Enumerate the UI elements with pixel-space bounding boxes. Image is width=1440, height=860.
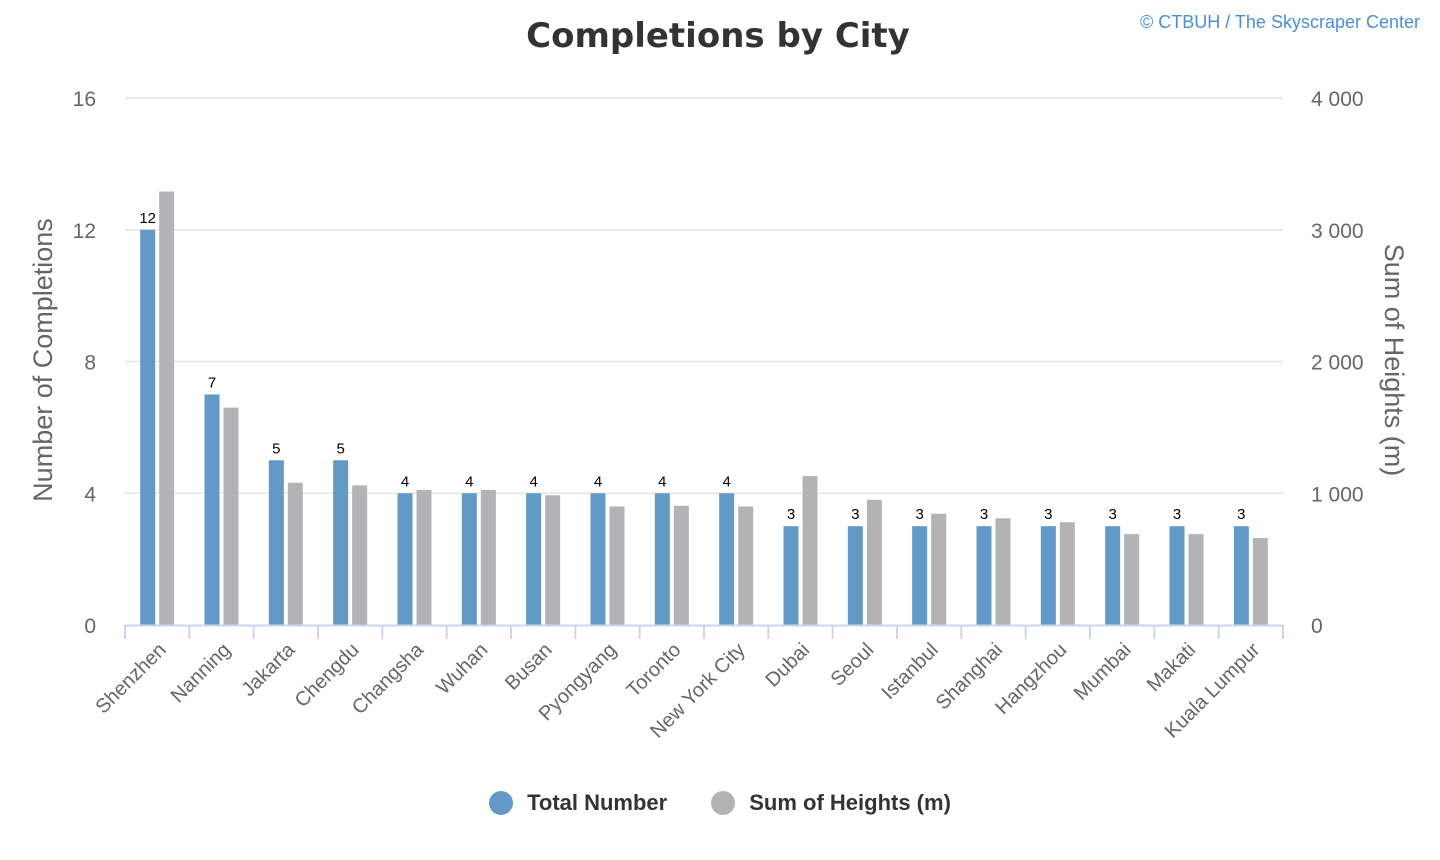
bars <box>140 191 1268 626</box>
bar-sum-of-heights <box>866 499 882 625</box>
bar-total-number <box>268 460 284 625</box>
y-axis-right-title: Sum of Heights (m) <box>1379 244 1409 477</box>
data-label-total: 3 <box>787 506 795 523</box>
x-axis-label: Busan <box>501 639 557 695</box>
data-label-total: 5 <box>336 440 344 457</box>
chart-title: Completions by City <box>526 16 910 56</box>
bar-total-number <box>590 493 606 625</box>
y-left-tick-label: 16 <box>73 88 96 111</box>
x-axis-label: Wuhan <box>432 639 492 699</box>
data-label-total: 3 <box>851 506 859 523</box>
data-label-total: 7 <box>208 374 216 391</box>
y-left-tick-label: 12 <box>73 220 96 243</box>
bar-sum-of-heights <box>480 489 496 625</box>
bar-sum-of-heights <box>995 518 1011 625</box>
y-axis-left-title: Number of Completions <box>28 218 58 502</box>
bar-sum-of-heights <box>738 506 754 625</box>
bar-sum-of-heights <box>287 482 303 625</box>
legend-marker-total <box>489 791 514 815</box>
y-right-tick-label: 3 000 <box>1311 220 1364 243</box>
bar-total-number <box>204 394 220 625</box>
data-label-total: 4 <box>401 473 409 490</box>
legend-label-heights: Sum of Heights (m) <box>749 790 951 815</box>
bar-total-number <box>333 460 349 625</box>
y-right-tick-label: 0 <box>1311 615 1323 638</box>
y-left-tick-label: 8 <box>84 352 96 375</box>
gridlines <box>125 97 1283 494</box>
bar-sum-of-heights <box>1124 534 1140 625</box>
bar-sum-of-heights <box>1252 538 1268 625</box>
bar-total-number <box>1040 526 1056 625</box>
bar-total-number <box>526 493 542 625</box>
x-axis-label: Seoul <box>827 639 879 691</box>
data-label-total: 3 <box>980 506 988 523</box>
bar-total-number <box>397 493 413 625</box>
x-axis-label: Mumbai <box>1070 639 1136 705</box>
data-labels: 12 7 5 5 4 4 4 4 4 4 3 3 3 3 3 3 3 3 <box>139 210 1245 523</box>
bar-sum-of-heights <box>1188 534 1204 625</box>
data-label-total: 4 <box>594 473 602 490</box>
data-label-total: 12 <box>139 210 156 227</box>
bar-total-number <box>1169 526 1185 625</box>
data-label-total: 3 <box>1173 506 1181 523</box>
x-axis-label: Istanbul <box>878 639 943 704</box>
legend-label-total: Total Number <box>527 790 668 815</box>
bar-sum-of-heights <box>802 476 818 625</box>
y-right-tick-label: 4 000 <box>1311 88 1364 111</box>
right-axis: 0 1 000 2 000 3 000 4 000 <box>1311 88 1364 638</box>
bar-total-number <box>847 526 863 625</box>
bar-total-number <box>1233 526 1249 625</box>
x-axis-label: Shenzhen <box>91 639 170 718</box>
x-axis-label: Makati <box>1143 639 1200 696</box>
credit-link[interactable]: © CTBUH / The Skyscraper Center <box>1139 12 1420 32</box>
left-axis: 0 4 8 12 16 <box>73 88 97 638</box>
bar-sum-of-heights <box>673 505 689 625</box>
bar-total-number <box>783 526 799 625</box>
data-label-total: 4 <box>465 473 473 490</box>
x-axis-label: Changsha <box>348 638 429 719</box>
bar-sum-of-heights <box>352 485 368 625</box>
data-label-total: 4 <box>722 473 730 490</box>
bar-total-number <box>654 493 670 625</box>
x-axis-label: Nanning <box>167 639 235 707</box>
legend-marker-heights <box>711 791 736 815</box>
bar-sum-of-heights <box>545 495 561 625</box>
data-label-total: 4 <box>658 473 666 490</box>
data-label-total: 3 <box>1237 506 1245 523</box>
y-right-tick-label: 2 000 <box>1311 352 1364 375</box>
data-label-total: 3 <box>1044 506 1052 523</box>
bar-sum-of-heights <box>931 513 947 625</box>
bar-total-number <box>140 229 156 625</box>
bar-total-number <box>1105 526 1121 625</box>
x-axis-label: Toronto <box>623 639 686 702</box>
bar-sum-of-heights <box>1059 522 1075 625</box>
data-label-total: 5 <box>272 440 280 457</box>
legend: Total Number Sum of Heights (m) <box>0 790 1440 816</box>
bar-total-number <box>912 526 928 625</box>
y-left-tick-label: 0 <box>84 615 96 638</box>
bar-sum-of-heights <box>609 506 625 625</box>
x-axis-label: Jakarta <box>237 638 300 701</box>
data-label-total: 4 <box>529 473 537 490</box>
bar-total-number <box>976 526 992 625</box>
bar-sum-of-heights <box>416 489 432 625</box>
data-label-total: 3 <box>915 506 923 523</box>
x-axis-label: Dubai <box>762 639 815 692</box>
legend-item-sum-of-heights[interactable]: Sum of Heights (m) <box>711 790 951 816</box>
bar-sum-of-heights <box>159 191 175 626</box>
bar-sum-of-heights <box>223 407 239 625</box>
bar-total-number <box>461 493 477 625</box>
data-label-total: 3 <box>1108 506 1116 523</box>
legend-item-total-number[interactable]: Total Number <box>489 790 667 816</box>
y-left-tick-label: 4 <box>84 483 96 506</box>
bar-total-number <box>719 493 735 625</box>
y-right-tick-label: 1 000 <box>1311 483 1364 506</box>
